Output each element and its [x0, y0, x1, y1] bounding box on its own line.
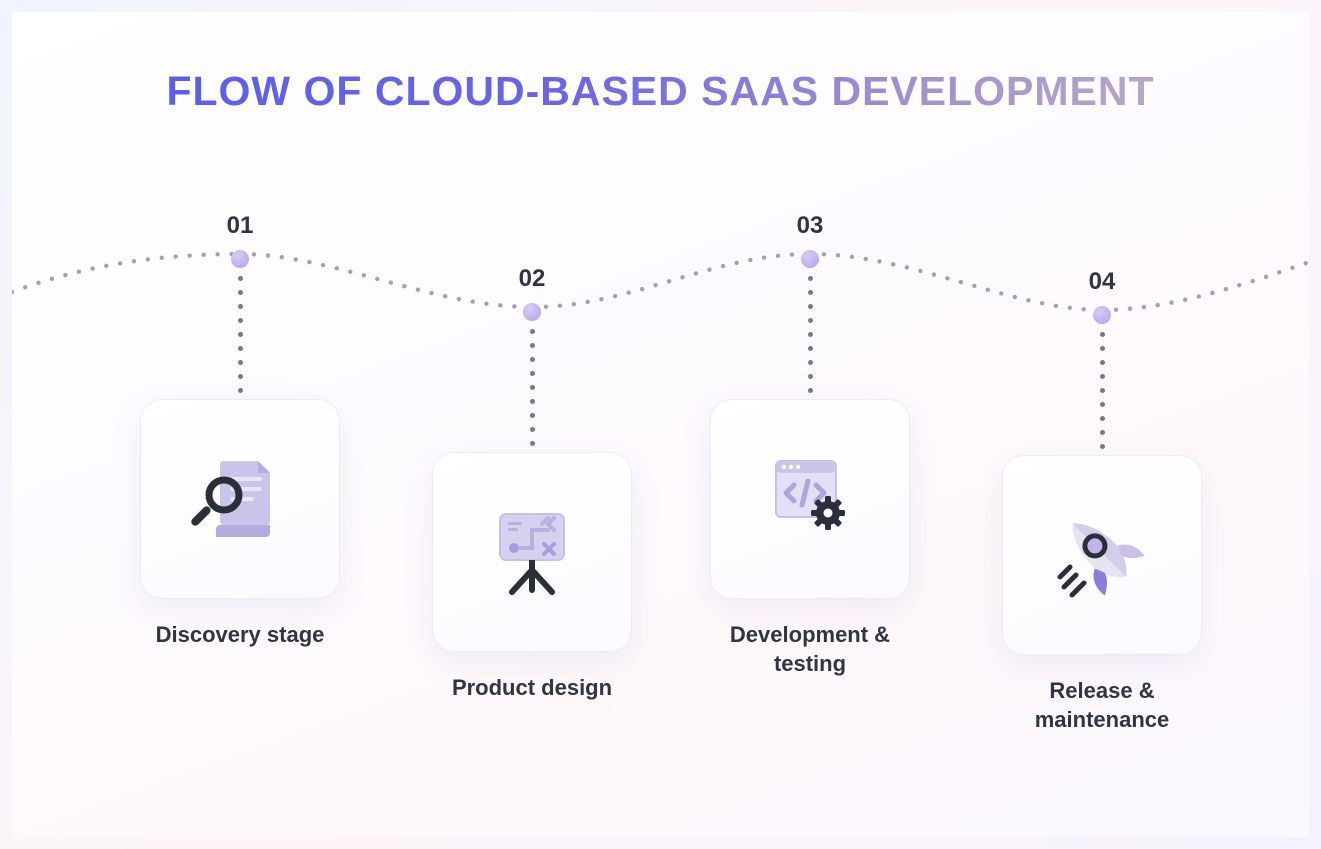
step-number: 04 [992, 268, 1212, 296]
vertical-connector [531, 329, 533, 446]
stage-01: 01 Discovery stage [130, 212, 350, 650]
stage-04: 04 Release & maintenance [992, 268, 1212, 734]
code-window-gear-icon [760, 447, 860, 552]
timeline-node-dot [231, 250, 249, 268]
timeline-node-dot [1093, 306, 1111, 324]
stage-card [140, 399, 340, 599]
step-number: 03 [700, 212, 920, 240]
page-title: FLOW OF CLOUD-BASED SAAS DEVELOPMENT [12, 12, 1309, 119]
stage-card [710, 399, 910, 599]
timeline-node-dot [523, 303, 541, 321]
stage-caption: Discovery stage [130, 621, 350, 650]
magnifier-document-icon [190, 447, 290, 552]
stage-03: 03 Development & testing [700, 212, 920, 678]
stage-02: 02 Product design [422, 265, 642, 703]
stage-card [432, 452, 632, 652]
vertical-connector [1101, 332, 1103, 449]
step-number: 01 [130, 212, 350, 240]
title-text: FLOW OF CLOUD-BASED SAAS DEVELOPMENT [166, 68, 1154, 114]
stage-caption: Product design [422, 674, 642, 703]
step-number: 02 [422, 265, 642, 293]
timeline-node-dot [801, 250, 819, 268]
stage-caption: Release & maintenance [992, 677, 1212, 734]
vertical-connector [239, 276, 241, 393]
strategy-board-icon [482, 500, 582, 605]
vertical-connector [809, 276, 811, 393]
stage-card [1002, 455, 1202, 655]
stage-caption: Development & testing [700, 621, 920, 678]
rocket-icon [1052, 503, 1152, 608]
stage-area: 01 Discovery stage 02 Product design 03 [12, 192, 1309, 837]
infographic-canvas: FLOW OF CLOUD-BASED SAAS DEVELOPMENT 01 … [12, 12, 1309, 837]
